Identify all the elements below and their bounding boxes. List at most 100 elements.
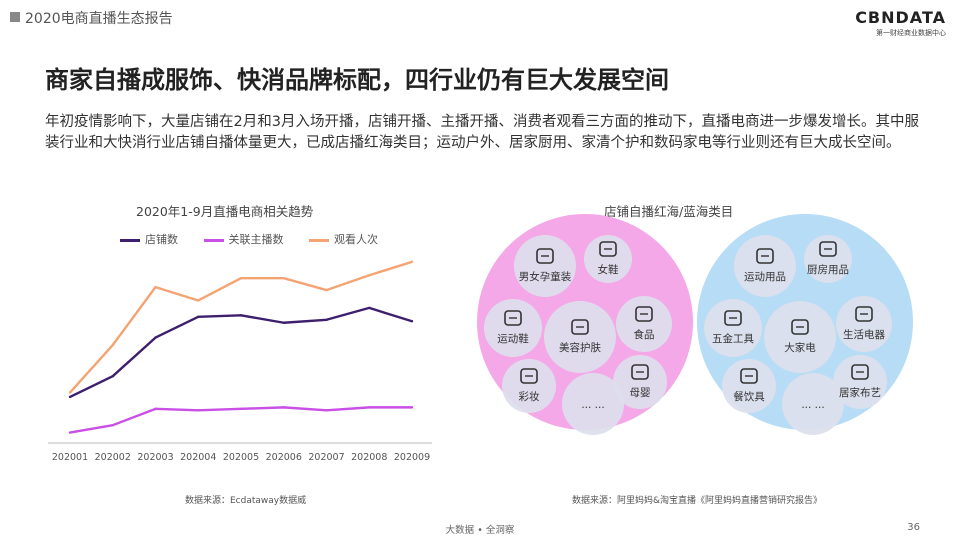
category-bubble — [514, 235, 576, 297]
category-bubble — [782, 373, 844, 435]
data-point — [68, 431, 72, 434]
category-label: 女鞋 — [598, 263, 619, 276]
diagram-title: 店铺自播红海/蓝海类目 — [604, 204, 734, 219]
category-label: 生活电器 — [843, 328, 885, 341]
curtain-icon — [851, 364, 869, 380]
brand-logo: CBNDATA 第一财经商业数据中心 — [855, 8, 946, 38]
category-label: 男女孕童装 — [519, 270, 572, 283]
icon-shape — [756, 248, 774, 264]
data-point — [197, 315, 200, 319]
category-bubble — [562, 373, 624, 435]
top-bar: 2020电商直播生态报告 CBNDATA 第一财经商业数据中心 — [0, 0, 960, 40]
baby-bottle-icon — [631, 364, 649, 380]
category-label: 美容护肤 — [559, 341, 601, 354]
brand-name: CBNDATA — [855, 8, 946, 27]
category-label: 食品 — [634, 328, 655, 341]
food-icon — [635, 306, 653, 322]
legend-swatch — [120, 238, 140, 242]
legend-label: 店铺数 — [145, 233, 178, 246]
clothes-icon — [536, 248, 554, 264]
cutlery-icon — [740, 368, 758, 384]
data-point — [410, 320, 414, 323]
data-point — [325, 409, 328, 412]
icon-shape — [520, 368, 538, 384]
category-label: 母婴 — [630, 387, 651, 399]
data-point — [111, 423, 114, 427]
data-point — [410, 260, 414, 264]
category-bubble — [616, 296, 672, 352]
category-bubble — [734, 235, 796, 297]
data-point — [239, 314, 243, 317]
data-point — [325, 288, 328, 292]
category-label: 大家电 — [784, 341, 816, 354]
category-bubble — [613, 355, 667, 409]
data-point — [111, 374, 114, 378]
x-tick-label: 202003 — [137, 452, 173, 463]
face-icon — [571, 319, 589, 335]
line-chart-title: 2020年1-9月直播电商相关趋势 — [136, 204, 314, 219]
data-point — [368, 274, 371, 277]
chart-source: 数据来源：Ecdataway数据威 — [185, 496, 307, 506]
icon-shape — [571, 319, 589, 335]
icon-shape — [819, 241, 837, 257]
icon-shape — [855, 306, 873, 322]
intro-paragraph: 年初疫情影响下，大量店铺在2月和3月入场开播，店铺开播、主播开播、消费者观看三方… — [45, 114, 919, 151]
kettle-icon — [855, 306, 873, 322]
category-label: ... ... — [581, 399, 604, 411]
data-point — [154, 285, 157, 289]
icon-shape — [851, 364, 869, 380]
category-bubble — [704, 299, 762, 357]
category-label: ... ... — [801, 399, 824, 411]
category-bubble — [833, 355, 887, 409]
category-bubble — [584, 235, 632, 283]
legend-label: 关联主播数 — [228, 233, 284, 246]
data-point — [282, 277, 285, 280]
x-tick-label: 202009 — [394, 452, 430, 463]
data-point — [282, 321, 285, 324]
category-bubble — [764, 301, 836, 373]
data-point — [410, 406, 414, 409]
data-point — [68, 395, 72, 399]
data-point — [368, 306, 371, 310]
data-point — [368, 406, 371, 409]
data-point — [68, 391, 72, 394]
category-label: 五金工具 — [712, 332, 754, 345]
category-label: 运动用品 — [744, 271, 786, 283]
icon-shape — [740, 368, 758, 384]
data-point — [239, 277, 243, 280]
data-point — [197, 409, 200, 412]
x-tick-label: 202006 — [266, 452, 302, 463]
heel-shoe-icon — [599, 241, 617, 257]
data-point — [239, 407, 243, 411]
category-label: 运动鞋 — [497, 332, 529, 345]
icon-shape — [599, 241, 617, 257]
category-label: 彩妆 — [519, 390, 540, 403]
category-bubble — [544, 301, 616, 373]
data-point — [325, 318, 328, 321]
legend-label: 观看人次 — [334, 233, 378, 246]
icon-shape — [635, 306, 653, 322]
icon-shape — [631, 364, 649, 380]
icon-shape — [536, 248, 554, 264]
category-bubble — [484, 299, 542, 357]
category-label: 居家布艺 — [839, 386, 881, 399]
tools-icon — [724, 310, 742, 326]
icon-shape — [504, 310, 522, 326]
legend-item-views: 观看人次 — [309, 231, 378, 247]
legend-item-shops: 店铺数 — [120, 231, 178, 247]
washer-icon — [791, 319, 809, 335]
legend-swatch — [309, 238, 329, 242]
ball-icon — [756, 248, 774, 264]
doc-marker-icon — [10, 12, 20, 22]
icon-shape — [791, 319, 809, 335]
chart-legend: 店铺数 关联主播数 观看人次 — [120, 231, 400, 247]
data-point — [197, 299, 200, 302]
sneaker-icon — [504, 310, 522, 326]
data-point — [154, 407, 157, 411]
legend-swatch — [203, 238, 224, 242]
category-bubble — [722, 359, 776, 413]
page-number: 36 — [907, 522, 920, 533]
category-bubble — [502, 359, 556, 413]
